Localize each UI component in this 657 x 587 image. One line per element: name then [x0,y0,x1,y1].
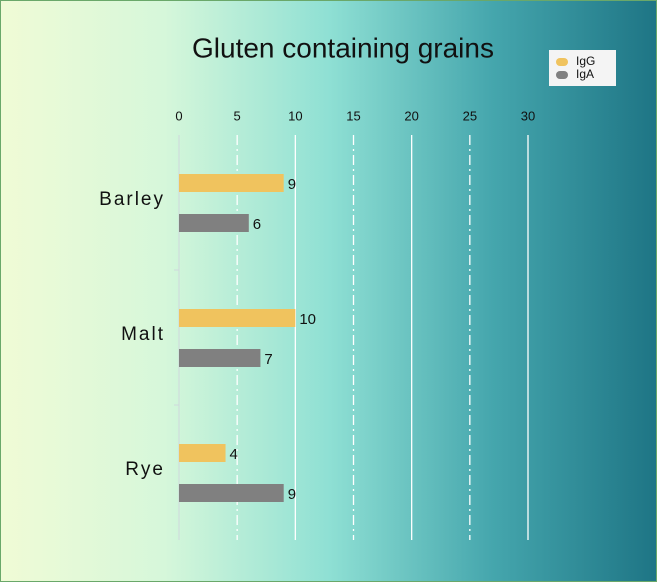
x-tick-label: 25 [463,108,477,123]
y-tick-label: Barley [99,189,165,210]
data-label: 6 [253,216,261,233]
x-tick-label: 5 [234,108,241,123]
data-label: 4 [230,446,238,463]
data-label: 7 [264,351,272,368]
chart-title: Gluten containing grains [192,32,494,63]
bar [179,444,226,462]
legend-swatch [556,58,568,66]
legend-label: IgA [576,67,594,81]
bar [179,174,284,192]
legend-label: IgG [576,54,595,68]
x-tick-label: 15 [346,108,360,123]
bar [179,484,284,502]
x-tick-label: 30 [521,108,535,123]
bar [179,309,296,327]
y-tick-label: Malt [121,324,165,345]
y-tick-label: Rye [125,459,165,480]
legend-swatch [556,71,568,79]
data-label: 9 [288,176,296,193]
x-tick-label: 10 [288,108,302,123]
data-label: 9 [288,486,296,503]
legend-box [549,50,616,86]
x-tick-label: 20 [404,108,418,123]
x-tick-label: 0 [175,108,182,123]
bar [179,214,249,232]
data-label: 10 [299,311,316,328]
bar [179,349,261,367]
